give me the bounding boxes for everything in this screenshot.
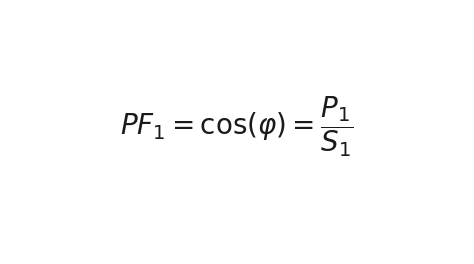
Text: $\mathit{PF}_1 = \cos(\varphi) = \dfrac{P_1}{S_1}$: $\mathit{PF}_1 = \cos(\varphi) = \dfrac{… <box>120 95 354 159</box>
